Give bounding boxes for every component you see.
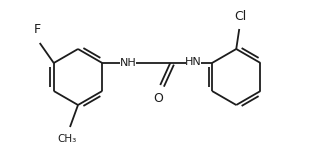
Text: CH₃: CH₃ [57,134,76,144]
Text: HN: HN [185,57,202,67]
Text: NH: NH [120,58,137,68]
Text: O: O [153,92,163,105]
Text: F: F [34,23,41,36]
Text: Cl: Cl [234,10,246,23]
